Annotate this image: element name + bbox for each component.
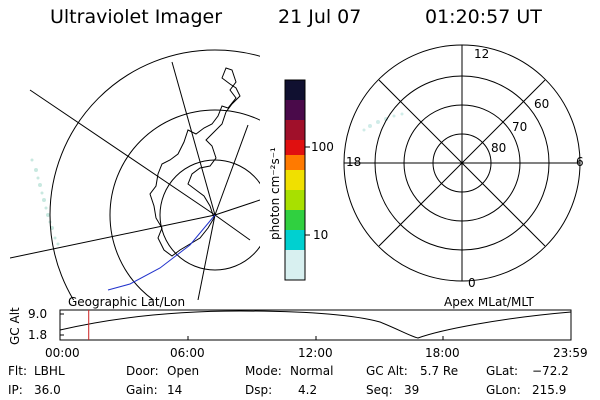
timeline-xtick: 06:00 <box>170 346 205 360</box>
instrument-title: Ultraviolet Imager <box>50 6 223 28</box>
mlat-label-60: 60 <box>534 97 550 111</box>
door-value: Open <box>167 364 200 378</box>
gain-value: 14 <box>167 383 183 397</box>
timeline-xtick: 18:00 <box>425 346 460 360</box>
latitude-circle-outer <box>49 49 260 300</box>
mlt-label-18: 18 <box>346 155 362 169</box>
mlat-label-70: 70 <box>512 120 528 134</box>
door-label: Door: <box>126 364 159 378</box>
dsp-value: 4.2 <box>298 383 318 397</box>
mlat-label-80: 80 <box>491 141 507 155</box>
auroral-emission-polar <box>362 112 404 132</box>
colorbar-tick-100: 100 <box>311 140 334 154</box>
seq-value: 39 <box>404 383 420 397</box>
meridian-line <box>197 214 216 300</box>
mlt-label-0: 0 <box>468 276 476 290</box>
altitude-curve <box>59 310 572 339</box>
gcalt-value: 5.7 Re <box>420 364 459 378</box>
timeline-ytick-9: 9.0 <box>28 307 48 321</box>
seq-label: Seq: <box>366 383 393 397</box>
timeline-plot <box>59 309 572 341</box>
mode-label: Mode: <box>245 364 282 378</box>
geographic-panel-label: Geographic Lat/Lon <box>68 295 186 309</box>
timeline-ytick-1.8: 1.8 <box>28 328 48 342</box>
polar-plot <box>343 44 581 282</box>
meridian-line <box>10 214 216 259</box>
flt-value: LBHL <box>34 364 65 378</box>
meridian-line <box>214 214 251 241</box>
continent-outline <box>149 67 241 257</box>
time-label: 01:20:57 UT <box>425 6 542 28</box>
glon-label: GLon: <box>486 383 521 397</box>
ip-value: 36.0 <box>34 383 61 397</box>
meridian-line <box>29 89 216 216</box>
colorbar <box>284 79 310 281</box>
colorbar-unit: photon cm⁻²s⁻¹ <box>268 147 282 240</box>
apex-panel-label: Apex MLat/MLT <box>444 295 534 309</box>
dsp-label: Dsp: <box>245 383 273 397</box>
gcalt-label: GC Alt: <box>366 364 408 378</box>
timeline-xtick: 23:59 <box>553 346 588 360</box>
timeline-xtick: 12:00 <box>298 346 333 360</box>
meridian-line <box>214 124 249 216</box>
timeline-xtick: 00:00 <box>45 346 80 360</box>
ip-label: IP: <box>8 383 23 397</box>
date-label: 21 Jul 07 <box>278 6 362 28</box>
mode-value: Normal <box>290 364 334 378</box>
timeline-ylabel: GC Alt <box>8 307 22 345</box>
glon-value: 215.9 <box>532 383 567 397</box>
colorbar-tick-10: 10 <box>313 228 329 242</box>
flt-label: Flt: <box>8 364 27 378</box>
latitude-circle-mid <box>109 109 260 300</box>
meridian-line <box>171 61 216 216</box>
mlt-label-12: 12 <box>474 47 490 61</box>
geographic-map <box>10 49 260 300</box>
satellite-track <box>107 214 216 291</box>
mlt-meridian <box>378 79 546 247</box>
glat-label: GLat: <box>486 364 519 378</box>
auroral-emission <box>30 158 60 246</box>
glat-value: −72.2 <box>532 364 569 378</box>
meridian-line <box>214 199 260 216</box>
mlt-label-6: 6 <box>576 155 584 169</box>
gain-label: Gain: <box>126 383 158 397</box>
